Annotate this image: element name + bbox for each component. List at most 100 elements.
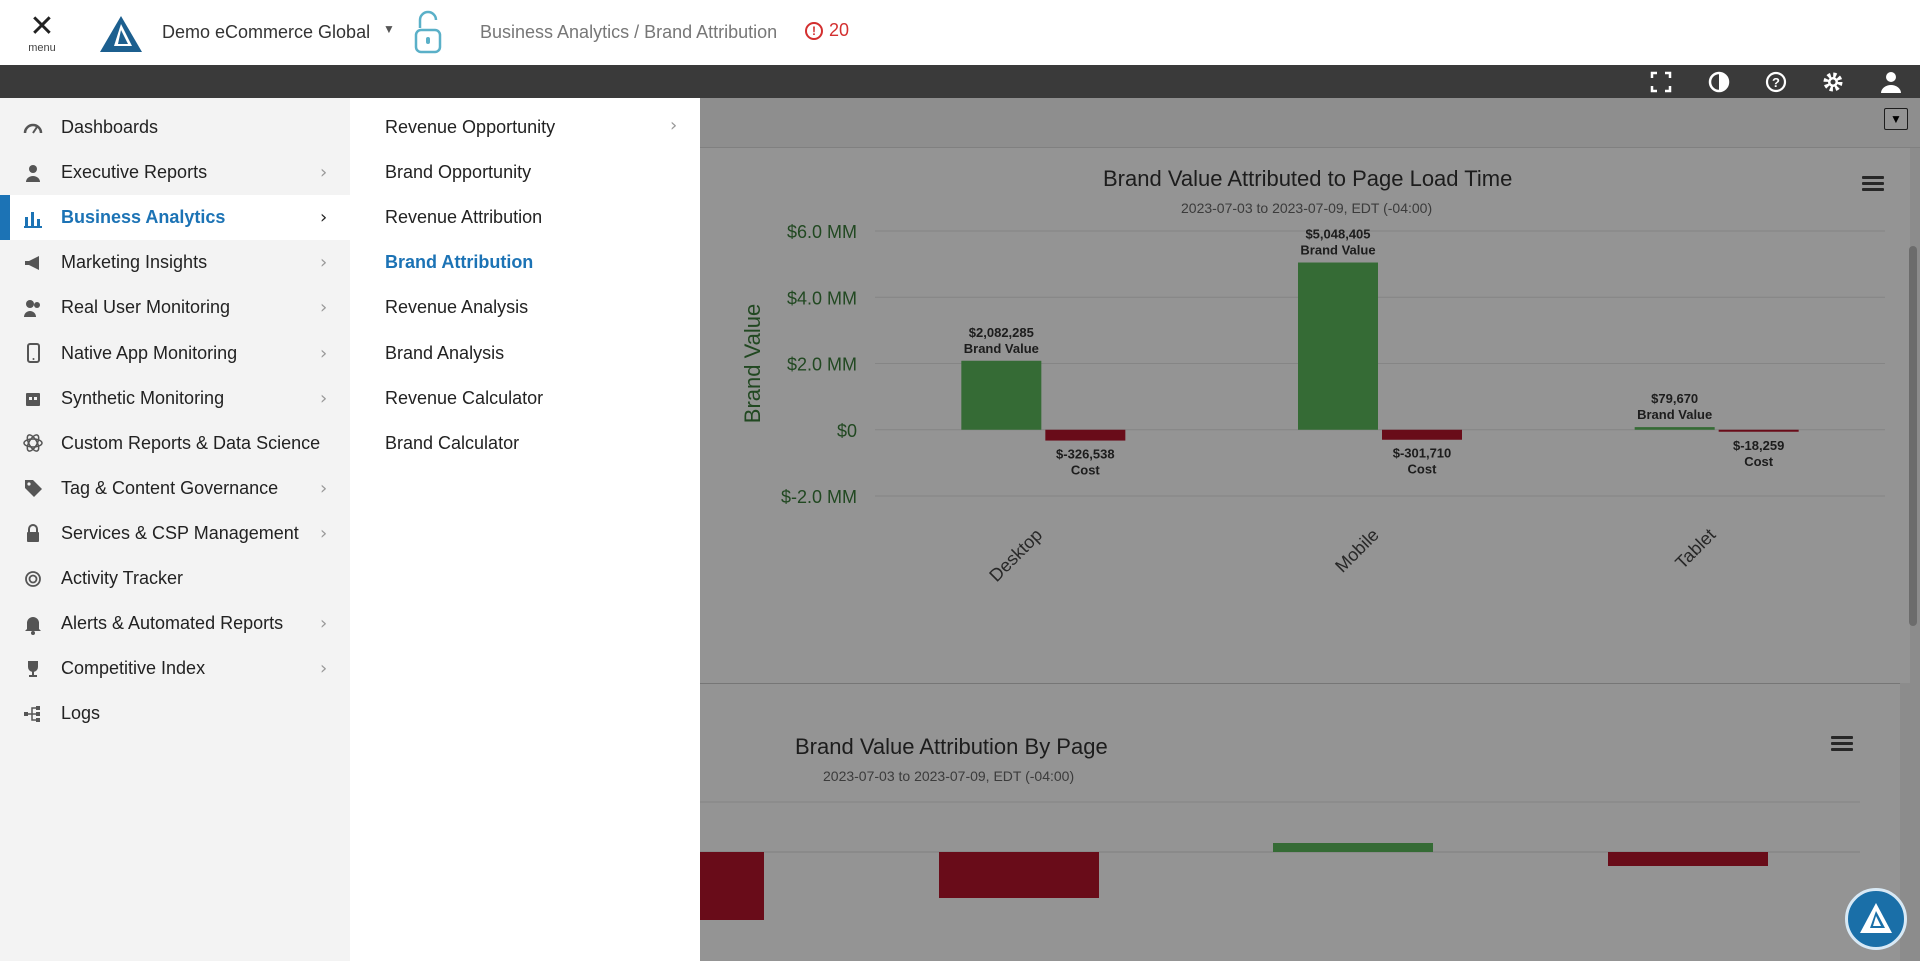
menu-label: menu <box>28 42 56 54</box>
submenu-item-revenue-calculator[interactable]: Revenue Calculator <box>385 387 544 408</box>
chart2-subtitle: 2023-07-03 to 2023-07-09, EDT (-04:00) <box>823 768 1075 784</box>
submenu-item-brand-attribution[interactable]: Brand Attribution <box>385 252 534 273</box>
close-icon: ✕ <box>29 9 55 44</box>
toolbar: ? <box>0 65 1920 98</box>
chevron-right-icon: › <box>320 522 328 544</box>
alert-indicator[interactable]: ! 20 <box>805 20 849 41</box>
chevron-right-icon: › <box>320 207 328 229</box>
company-logo[interactable] <box>98 14 144 54</box>
sidebar-nav: Dashboards Executive Reports › Business Ana… <box>0 98 350 961</box>
sidebar-item-real-user-monitoring[interactable]: Real User Monitoring › <box>0 285 350 330</box>
data-label: $-18,259 <box>1733 438 1784 453</box>
y-tick-label: $0 <box>837 421 857 441</box>
sidebar-item-logs[interactable]: Logs <box>0 691 350 736</box>
submenu-item-brand-opportunity[interactable]: Brand Opportunity <box>385 162 532 183</box>
submenu-item-brand-analysis[interactable]: Brand Analysis <box>385 342 505 363</box>
sidebar-item-dashboards[interactable]: Dashboards <box>0 105 350 150</box>
settings-icon[interactable] <box>1820 69 1846 95</box>
bar-brand-value <box>1634 427 1715 430</box>
chart2-bar <box>700 852 764 920</box>
chart2-bar <box>1608 852 1768 866</box>
sidebar-item-tag-content-governance[interactable]: Tag & Content Governance › <box>0 466 350 511</box>
sidebar-item-services-csp-management[interactable]: Services & CSP Management › <box>0 511 350 556</box>
tree-icon <box>24 705 40 722</box>
chart2-plot <box>700 801 1860 920</box>
chevron-right-icon: › <box>320 477 328 499</box>
chevron-right-icon: › <box>320 297 328 319</box>
unlock-icon[interactable] <box>414 10 442 54</box>
data-label: $2,082,285 <box>969 325 1034 340</box>
sidebar-item-label: Synthetic Monitoring <box>61 387 225 408</box>
data-label-series: Brand Value <box>1300 243 1375 258</box>
chevron-right-icon: › <box>670 115 678 136</box>
fingerprint-icon <box>25 570 41 587</box>
chevron-right-icon: › <box>320 613 328 635</box>
menu-button[interactable]: ✕ menu <box>24 12 60 60</box>
sidebar-item-label: Marketing Insights <box>61 252 208 273</box>
collapse-button[interactable]: ▼ <box>1884 108 1908 130</box>
chevron-right-icon: › <box>320 162 328 184</box>
org-name[interactable]: Demo eCommerce Global <box>162 22 371 42</box>
bar-cost <box>1718 429 1799 432</box>
sidebar-item-native-app-monitoring[interactable]: Native App Monitoring › <box>0 331 350 376</box>
data-label: $-326,538 <box>1056 447 1115 462</box>
sidebar-item-label: Tag & Content Governance <box>61 477 279 498</box>
sidebar-item-business-analytics[interactable]: Business Analytics › <box>0 195 350 241</box>
tag-icon <box>25 480 42 498</box>
chart1-subtitle: 2023-07-03 to 2023-07-09, EDT (-04:00) <box>1181 200 1433 216</box>
fullscreen-icon[interactable] <box>1648 69 1674 95</box>
sidebar-item-label: Competitive Index <box>61 658 206 679</box>
sidebar-item-executive-reports[interactable]: Executive Reports › <box>0 150 350 195</box>
sidebar-item-label: Activity Tracker <box>61 568 184 588</box>
chevron-right-icon: › <box>320 252 328 274</box>
alert-count: 20 <box>829 20 850 40</box>
sidebar-item-custom-reports-data-science[interactable]: Custom Reports & Data Science <box>0 421 350 466</box>
submenu-item-brand-calculator[interactable]: Brand Calculator <box>385 432 520 453</box>
data-label: $5,048,405 <box>1305 227 1370 242</box>
sidebar-item-activity-tracker[interactable]: Activity Tracker <box>0 556 350 601</box>
submenu-item-revenue-attribution[interactable]: Revenue Attribution <box>385 207 543 228</box>
chart-panel-1: Brand Value Attributed to Page Load Time… <box>700 148 1910 683</box>
scrollbar[interactable] <box>1909 246 1917 626</box>
active-indicator <box>0 195 10 241</box>
submenu-panel: Revenue Opportunity › Brand Opportunity Rev… <box>350 98 700 961</box>
sidebar-item-label: Real User Monitoring <box>61 297 231 318</box>
sidebar-item-alerts-automated-reports[interactable]: Alerts & Automated Reports › <box>0 601 350 646</box>
bar-brand-value <box>1298 262 1378 430</box>
sidebar-item-label: Alerts & Automated Reports <box>61 613 284 634</box>
chart2-bar <box>1273 843 1433 852</box>
submenu-item-revenue-analysis[interactable]: Revenue Analysis <box>385 297 529 318</box>
person-icon <box>26 164 40 182</box>
chart2-menu-icon[interactable] <box>1831 736 1853 752</box>
sidebar-item-label: Custom Reports & Data Science <box>61 432 321 453</box>
contrast-icon[interactable] <box>1706 69 1732 95</box>
submenu-item-revenue-opportunity[interactable]: Revenue Opportunity <box>385 117 556 137</box>
assistant-button[interactable] <box>1845 888 1907 950</box>
data-label-series: Cost <box>1744 454 1774 469</box>
chart1-plot: $6.0 MM $4.0 MM $2.0 MM $0 $-2.0 MM Brand Val… <box>740 222 1885 586</box>
sidebar-item-label: Logs <box>61 703 101 724</box>
data-label-series: Brand Value <box>1637 407 1712 422</box>
chart2-title: Brand Value Attribution By Page <box>795 734 1108 759</box>
chart1-title: Brand Value Attributed to Page Load Time <box>1103 166 1513 191</box>
chart1-menu-icon[interactable] <box>1862 176 1884 192</box>
sidebar-item-competitive-index[interactable]: Competitive Index › <box>0 646 350 691</box>
user-icon[interactable] <box>1878 69 1904 95</box>
bar-cost <box>1382 429 1462 440</box>
gauge-icon <box>23 123 43 134</box>
trophy-icon <box>28 660 38 677</box>
bar-cost <box>1045 429 1126 441</box>
alert-icon: ! <box>805 21 823 40</box>
data-label-series: Cost <box>1071 463 1101 478</box>
data-label: $-301,710 <box>1393 446 1452 461</box>
y-tick-label: $2.0 MM <box>787 355 857 375</box>
chevron-right-icon: › <box>320 658 328 680</box>
help-icon[interactable]: ? <box>1763 69 1789 95</box>
sidebar-item-marketing-insights[interactable]: Marketing Insights › <box>0 240 350 285</box>
chevron-down-icon[interactable]: ▼ <box>383 22 395 36</box>
sidebar-item-synthetic-monitoring[interactable]: Synthetic Monitoring › <box>0 376 350 421</box>
megaphone-icon <box>25 255 39 270</box>
users-icon <box>24 299 40 317</box>
svg-text:?: ? <box>1772 75 1780 90</box>
breadcrumb: Business Analytics / Brand Attribution <box>480 22 778 42</box>
